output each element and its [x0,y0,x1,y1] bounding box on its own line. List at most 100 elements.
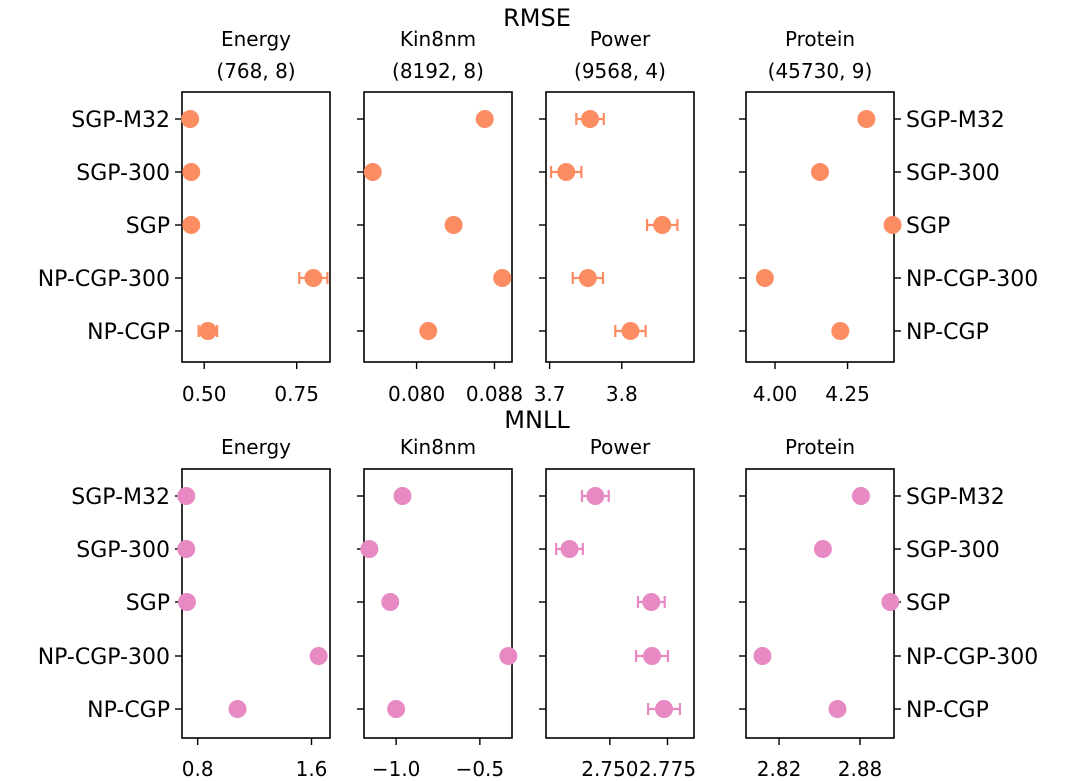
y-tick-label-right: NP-CGP [906,320,989,345]
x-tick-label: 2.82 [757,757,802,781]
data-point-sgp [182,216,201,234]
x-tick-label: 0.50 [182,382,227,406]
data-point-sgp-300 [363,163,382,181]
panel-subtitle: (45730, 9) [768,59,873,83]
panel-frame [363,91,513,363]
panel-title: Kin8nm [400,435,476,459]
x-tick-label: 0.8 [182,757,214,781]
data-point-sgp [381,593,400,611]
data-point-sgp-m32 [586,487,605,505]
y-tick-label-left: NP-CGP [87,320,170,345]
mnll-panel-kin8nm: Kin8nm −1.0 −0.5 [357,435,518,781]
data-point-np-cgp [228,700,247,718]
panel-title: Power [590,435,651,459]
data-point-np-cgp-300 [304,269,323,287]
data-point-sgp-300 [360,540,379,558]
panel-frame [545,468,695,739]
rmse-panel-energy: Energy (768, 8) SGP-M32 SGP-300 SGP NP-CGP-30… [38,27,331,406]
panel-title: Kin8nm [400,27,476,51]
data-point-sgp-300 [560,540,579,558]
x-tick-label: 2.775 [639,757,696,781]
data-point-np-cgp-300 [643,647,662,665]
data-point-sgp-m32 [475,110,494,128]
panel-frame [181,468,331,739]
x-tick-label: 3.8 [606,382,638,406]
data-point-np-cgp [419,322,438,340]
mnll-panel-energy: Energy SGP-M32 SGP-300 SGP NP-CGP-300 NP-CGP 0… [38,435,331,781]
rmse-panel-power: Power (9568, 4) 3.7 3.8 [534,27,695,406]
data-point-sgp [444,216,463,234]
y-tick-label-left: SGP-300 [76,161,170,186]
y-tick-label-left: SGP-M32 [71,485,170,510]
y-tick-label-right: SGP-M32 [906,485,1005,510]
data-point-np-cgp [387,700,406,718]
mnll-panel-power: Power 2.750 2.775 [539,435,696,781]
y-tick-label-right: SGP [906,214,950,239]
data-point-sgp [881,593,900,611]
data-point-sgp-m32 [581,110,600,128]
y-tick-label-left: SGP [126,591,170,616]
y-tick-label-right: NP-CGP-300 [906,645,1038,670]
data-point-np-cgp [828,700,847,718]
y-tick-label-right: NP-CGP-300 [906,267,1038,292]
data-point-sgp [642,593,661,611]
data-point-sgp-300 [557,163,576,181]
data-point-sgp [177,593,196,611]
panel-title: Power [590,27,651,51]
mnll-panel-protein: Protein SGP-M32 SGP-300 SGP NP-CGP-300 NP-CGP… [739,435,1038,781]
x-tick-label: 0.75 [274,382,319,406]
y-tick-label-left: SGP-M32 [71,108,170,133]
x-tick-label: 0.080 [388,382,445,406]
data-point-np-cgp-300 [493,269,512,287]
data-point-sgp-m32 [857,110,876,128]
y-tick-label-left: SGP-300 [76,538,170,563]
data-point-sgp [653,216,672,234]
data-point-np-cgp-300 [755,269,774,287]
x-tick-label: −1.0 [372,757,421,781]
panel-title: Protein [785,27,855,51]
y-tick-label-right: NP-CGP [906,698,989,723]
y-tick-label-right: SGP-M32 [906,108,1005,133]
y-tick-label-left: NP-CGP-300 [38,267,170,292]
x-tick-label: −0.5 [456,757,505,781]
panel-subtitle: (8192, 8) [392,59,484,83]
rmse-panel-protein: Protein (45730, 9) SGP-M32 SGP-300 SGP NP-CGP… [739,27,1038,406]
panel-frame [545,91,695,363]
rmse-title: RMSE [503,4,571,32]
data-point-sgp-m32 [181,110,200,128]
panel-subtitle: (9568, 4) [574,59,666,83]
x-tick-label: 4.25 [825,382,870,406]
y-tick-label-left: NP-CGP-300 [38,645,170,670]
data-point-sgp-m32 [851,487,870,505]
y-tick-label-right: SGP-300 [906,161,1000,186]
data-point-sgp-m32 [393,487,412,505]
data-point-np-cgp-300 [499,647,518,665]
y-tick-label-left: NP-CGP [87,698,170,723]
panel-frame [745,91,895,363]
data-point-np-cgp-300 [309,647,328,665]
panel-title: Energy [221,27,291,51]
data-point-np-cgp [655,700,674,718]
x-tick-label: 4.00 [753,382,798,406]
panel-frame [363,468,513,739]
data-point-np-cgp [621,322,640,340]
data-point-sgp-300 [182,163,201,181]
panel-title: Protein [785,435,855,459]
x-tick-label: 2.750 [581,757,638,781]
mnll-title: MNLL [504,406,570,434]
data-point-np-cgp-300 [578,269,597,287]
y-tick-label-right: SGP-300 [906,538,1000,563]
y-tick-label-left: SGP [126,214,170,239]
panel-title: Energy [221,435,291,459]
data-point-sgp-300 [177,540,196,558]
data-point-sgp-300 [811,163,829,181]
y-tick-label-right: SGP [906,591,950,616]
data-point-np-cgp [198,322,217,340]
x-tick-label: 2.88 [838,757,883,781]
panel-frame [181,91,331,363]
plots-grid: Energy (768, 8) SGP-M32 SGP-300 SGP NP-CGP-30… [38,27,1039,781]
panel-frame [745,468,895,739]
data-point-np-cgp-300 [753,647,772,665]
x-tick-label: 1.6 [296,757,328,781]
